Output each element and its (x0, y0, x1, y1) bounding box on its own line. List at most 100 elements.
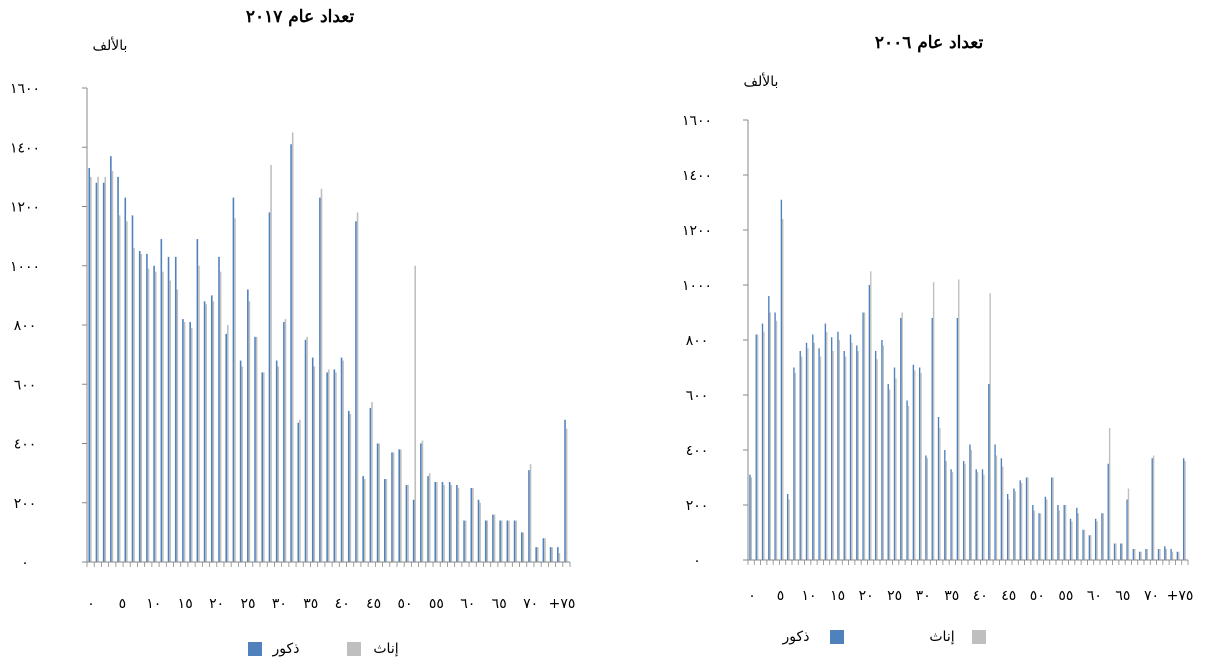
bar-males (843, 351, 845, 560)
bar-males (506, 520, 509, 562)
bar-females (1039, 513, 1042, 560)
bar-females (1102, 513, 1105, 560)
x-tick-label: ٣٠ (272, 596, 287, 612)
bar-females (457, 487, 460, 562)
bar-males (1132, 549, 1135, 560)
census-2006-chart: تعداد عام ٢٠٠٦ بالألف ٠٢٠٠٤٠٠٦٠٠٨٠٠١٠٠٠١… (682, 33, 1193, 645)
bar-females (1159, 549, 1161, 560)
y-tick-label: ٦٠٠ (686, 388, 709, 404)
bar-males (434, 482, 437, 562)
bar-females (1020, 483, 1023, 560)
x-tick-label: ١٥ (830, 588, 845, 604)
bar-males (1113, 543, 1116, 560)
bar-males (564, 419, 566, 562)
bar-females (800, 356, 803, 560)
bar-females (558, 553, 561, 562)
bar-males (1025, 477, 1028, 560)
bar-females (183, 322, 186, 562)
y-tick-label: ٨٠٠ (14, 318, 37, 334)
bar-males (384, 479, 386, 562)
bar-males (1151, 458, 1153, 560)
bar-females (436, 482, 438, 562)
bar-males (1157, 549, 1160, 560)
bar-females (219, 271, 222, 562)
x-tick-label: ١٠ (802, 588, 817, 604)
bar-females (392, 452, 395, 562)
bar-females (1014, 491, 1017, 560)
bar-males (856, 345, 858, 560)
y-tick-label: ٨٠٠ (686, 333, 709, 349)
bar-females (1121, 543, 1123, 560)
bar-males (124, 197, 127, 563)
bar-males (254, 336, 256, 562)
bar-females (226, 325, 229, 562)
bar-females (263, 372, 265, 562)
bar-females (863, 312, 866, 560)
chart-title: تعداد عام ٢٠١٧ (246, 7, 355, 27)
y-tick-label: ١٢٠٠ (682, 223, 712, 239)
bar-females (1134, 549, 1136, 560)
bar-females (363, 479, 366, 562)
bar-males (1107, 463, 1109, 560)
bar-females (832, 351, 834, 560)
bar-females (162, 271, 164, 562)
x-tick-label: ٢٥ (887, 588, 902, 604)
bar-females (255, 336, 258, 562)
x-tick-label: ٥٥ (429, 596, 444, 612)
bar-males (167, 256, 170, 562)
bar-males (492, 514, 494, 562)
bar-males (225, 333, 227, 562)
x-tick-label: ٧٠ (523, 596, 538, 612)
x-tick-label: ٤٥ (1001, 588, 1016, 604)
bar-females (756, 334, 759, 560)
bar-males (304, 339, 307, 562)
bar-males (203, 301, 206, 562)
bar-females (154, 271, 157, 562)
bar-males (513, 520, 516, 562)
bar-females (450, 484, 453, 562)
bar-males (874, 351, 877, 560)
bar-males (110, 156, 112, 562)
legend-label-females: إناث (373, 641, 398, 657)
bar-males (420, 443, 422, 562)
bar-females (500, 520, 503, 562)
bar-males (1050, 477, 1053, 560)
x-tick-label: ٤٠ (973, 588, 988, 604)
bar-males (520, 532, 523, 562)
bar-females (515, 520, 517, 562)
bar-females (920, 373, 922, 560)
bar-males (535, 547, 537, 562)
bar-males (470, 487, 473, 562)
bar-males (994, 444, 996, 560)
bar-males (1176, 551, 1179, 560)
x-tick-label: ٥٥ (1058, 588, 1073, 604)
bar-females (1096, 521, 1098, 560)
bar-females (1165, 549, 1167, 560)
bar-males (969, 444, 971, 560)
x-tick-label: +٧٥ (549, 596, 576, 612)
bar-females (838, 340, 841, 560)
bar-males (755, 334, 757, 560)
census-2017-chart: تعداد عام ٢٠١٧ بالألف ٠٢٠٠٤٠٠٦٠٠٨٠٠١٠٠٠١… (10, 7, 576, 657)
bar-females (1071, 521, 1073, 560)
bar-females (320, 188, 323, 562)
bar-males (1120, 543, 1122, 560)
chart-panel-2006: تعداد عام ٢٠٠٦ بالألف ٠ ٢٠٠ ٤٠٠ ٦٠٠ ٨٠٠ ١٠٠٠ ١… (606, 0, 1212, 661)
bar-males (837, 331, 839, 560)
bar-males (355, 221, 357, 562)
bar-females (951, 472, 954, 560)
bar-females (486, 520, 489, 562)
bar-males (557, 547, 559, 562)
bar-females (147, 268, 150, 562)
bar-males (912, 364, 915, 560)
bar-males (950, 469, 952, 560)
bar-males (925, 455, 927, 560)
bar-males (1101, 513, 1103, 560)
x-tick-label: ٧٠ (1144, 588, 1159, 604)
y-tick-label: ٦٠٠ (14, 377, 37, 393)
bar-females (284, 319, 287, 562)
bar-males (448, 482, 451, 562)
bar-females (414, 265, 417, 562)
bar-females (1064, 505, 1067, 560)
bar-females (133, 247, 135, 562)
